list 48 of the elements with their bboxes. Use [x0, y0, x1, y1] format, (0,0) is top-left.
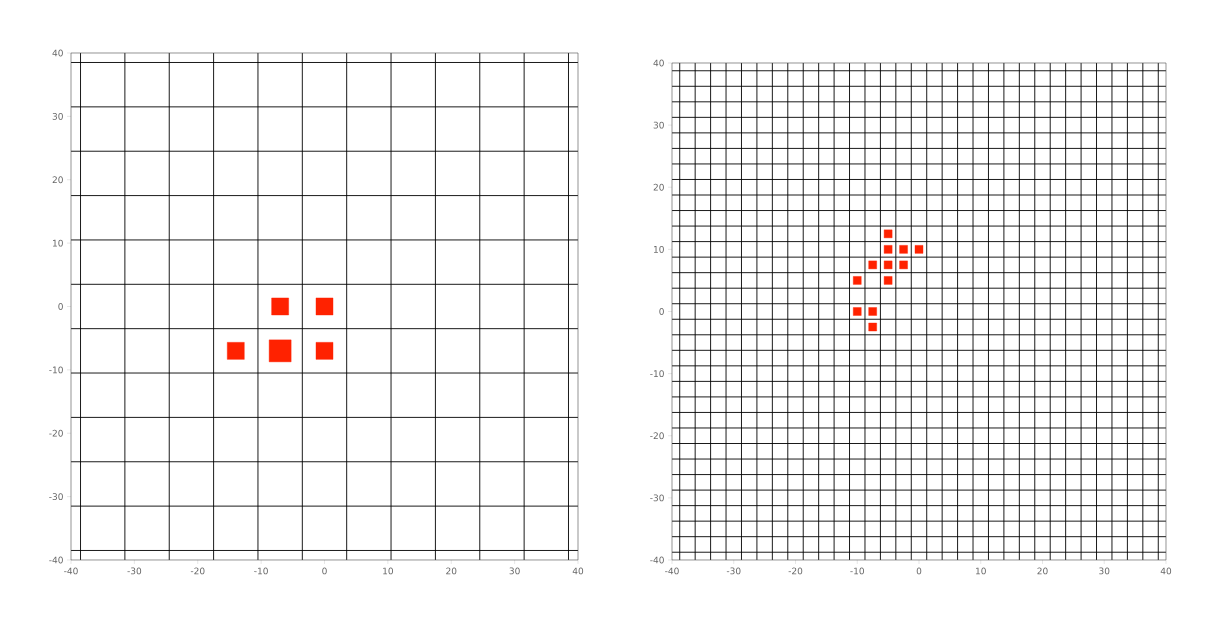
point	[853, 307, 862, 316]
y-tick-label: -40	[650, 556, 664, 564]
x-tick-label: 10	[976, 567, 986, 575]
x-tick-label: 30	[1099, 567, 1110, 575]
x-tick-label: -20	[190, 567, 205, 575]
point	[853, 276, 862, 285]
x-tick-label: -20	[788, 567, 803, 575]
y-tick-label: -20	[650, 432, 664, 440]
x-tick-label: 10	[383, 567, 393, 575]
point	[868, 322, 877, 332]
y-tick-label: 20	[653, 183, 664, 191]
point	[868, 260, 877, 270]
x-tick-label: 20	[446, 567, 457, 575]
x-tick-label: 40	[1160, 567, 1172, 575]
point	[883, 276, 893, 285]
point	[883, 260, 893, 270]
y-tick-label: -10	[650, 370, 664, 378]
x-tick-label: -10	[850, 567, 864, 575]
x-tick-label: 40	[572, 567, 584, 575]
point	[899, 245, 908, 254]
y-tick-label: -20	[49, 429, 63, 437]
y-tick-label: 30	[52, 112, 63, 120]
point	[868, 307, 877, 316]
x-tick-label: -40	[64, 567, 78, 575]
y-tick-label: -10	[49, 366, 63, 374]
x-tick-label: 20	[1037, 567, 1048, 575]
y-tick-label: 0	[58, 303, 63, 310]
y-tick-label: 40	[52, 49, 63, 57]
x-tick-label: -10	[254, 567, 268, 575]
point	[899, 260, 908, 270]
y-tick-label: 20	[52, 176, 63, 184]
x-tick-label: -30	[726, 567, 741, 575]
x-tick-label: -40	[665, 567, 679, 575]
point	[883, 229, 893, 239]
x-tick-label: 30	[509, 567, 520, 575]
y-tick-label: -40	[49, 556, 63, 564]
x-tick-label: -30	[127, 567, 142, 575]
y-tick-label: 40	[653, 59, 664, 67]
point	[914, 245, 924, 254]
x-tick-label: 0	[322, 567, 327, 575]
y-tick-label: -30	[49, 493, 63, 501]
y-tick-label: 10	[53, 239, 63, 247]
y-tick-label: 10	[654, 245, 664, 253]
y-tick-label: 0	[659, 308, 664, 315]
y-tick-label: 30	[653, 121, 664, 129]
point	[883, 245, 893, 254]
x-tick-label: 0	[916, 567, 922, 575]
y-tick-label: -30	[650, 494, 664, 502]
